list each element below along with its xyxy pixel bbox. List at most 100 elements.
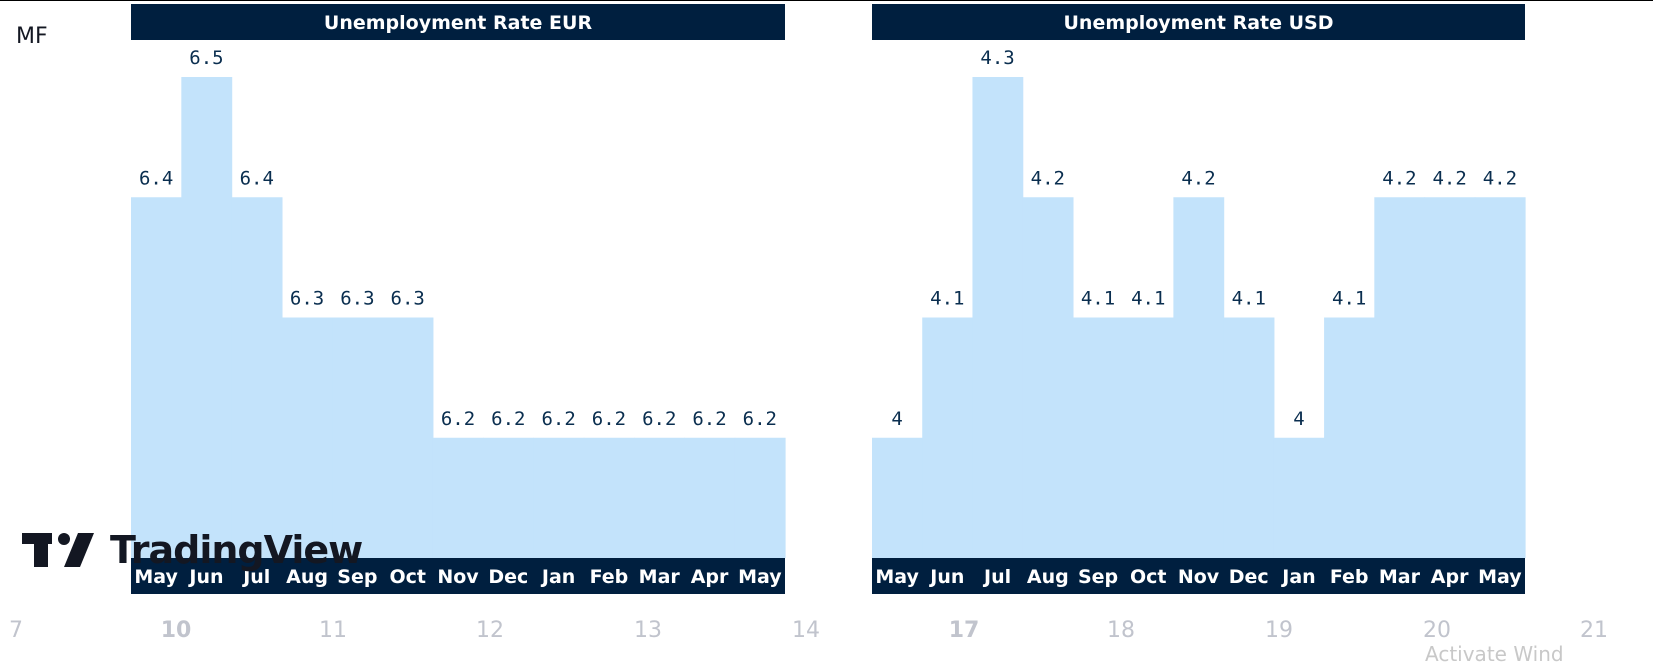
- month-label: Oct: [389, 566, 426, 588]
- data-label: 6.2: [441, 408, 475, 430]
- bar-mar-10: [1374, 197, 1426, 558]
- month-label: Dec: [1229, 566, 1269, 588]
- bar-jun-1: [181, 77, 233, 558]
- data-label: 4.1: [1332, 288, 1366, 310]
- symbol-label: MF: [16, 24, 48, 49]
- data-label: 4.2: [1181, 167, 1215, 189]
- month-label: Aug: [286, 566, 328, 588]
- bar-dec-7: [483, 437, 535, 558]
- bar-jul-2: [231, 197, 283, 558]
- month-label: Sep: [1078, 566, 1118, 588]
- data-label: 6.2: [642, 408, 676, 430]
- bar-nov-6: [432, 437, 484, 558]
- data-label: 6.2: [541, 408, 575, 430]
- time-axis-tick: 12: [476, 618, 504, 643]
- data-label: 6.2: [692, 408, 726, 430]
- month-label: Jul: [982, 566, 1011, 588]
- data-label: 4.1: [930, 288, 964, 310]
- time-axis-tick: 20: [1423, 618, 1451, 643]
- month-label: Aug: [1027, 566, 1069, 588]
- data-label: 6.3: [391, 288, 425, 310]
- bar-jul-2: [972, 77, 1024, 558]
- bar-jan-8: [1273, 437, 1325, 558]
- time-axis-tick: 17: [949, 618, 980, 643]
- time-axis-tick: 10: [161, 618, 192, 643]
- chart-title-bar: [872, 4, 1525, 40]
- tradingview-logo-text: TradingView: [110, 528, 363, 572]
- bar-apr-11: [684, 437, 736, 558]
- activation-watermark: Activate Wind: [1425, 642, 1564, 666]
- month-label: Jun: [187, 566, 223, 588]
- data-label: 4: [1293, 408, 1304, 430]
- data-label: 6.5: [189, 47, 223, 69]
- time-axis-tick: 21: [1580, 618, 1608, 643]
- month-label: May: [875, 566, 919, 588]
- chart-title: Unemployment Rate EUR: [324, 12, 593, 34]
- month-label: Mar: [1379, 566, 1421, 588]
- bar-dec-7: [1223, 317, 1275, 558]
- month-label: Feb: [1330, 566, 1369, 588]
- bar-sep-4: [332, 317, 384, 558]
- data-label: 6.2: [592, 408, 626, 430]
- chart-panel-2: Unemployment Rate USD 4 4.1 4.3 4.2 4.1 4.1 4.2…: [872, 4, 1526, 594]
- month-label: Mar: [639, 566, 681, 588]
- month-axis-bar: [131, 558, 785, 594]
- month-label: Jun: [928, 566, 964, 588]
- time-axis-tick: 14: [792, 618, 820, 643]
- bar-apr-11: [1424, 197, 1476, 558]
- month-label: May: [738, 566, 782, 588]
- data-label: 4.1: [1232, 288, 1266, 310]
- data-label: 4.2: [1432, 167, 1466, 189]
- data-label: 6.3: [340, 288, 374, 310]
- month-label: Dec: [488, 566, 528, 588]
- data-label: 6.4: [139, 167, 173, 189]
- bar-oct-5: [1123, 317, 1174, 558]
- bar-aug-3: [1022, 197, 1074, 558]
- chart-panels: Unemployment Rate EUR 6.4 6.5 6.4 6.3 6.3 6.3 6…: [131, 4, 1526, 594]
- month-label: Sep: [337, 566, 377, 588]
- bar-may-12: [734, 437, 786, 558]
- bar-may-12: [1474, 197, 1526, 558]
- data-label: 4.1: [1131, 288, 1165, 310]
- top-border: [0, 0, 1653, 1]
- data-label: 4.2: [1382, 167, 1416, 189]
- data-label: 4: [891, 408, 902, 430]
- month-label: Jan: [540, 566, 575, 588]
- bar-aug-3: [281, 317, 333, 558]
- time-axis-tick: 11: [319, 618, 347, 643]
- data-label: 6.4: [240, 167, 274, 189]
- bar-mar-10: [634, 437, 685, 558]
- tradingview-logo[interactable]: TradingView: [22, 528, 363, 572]
- month-label: Jul: [241, 566, 270, 588]
- data-label: 4.2: [1031, 167, 1065, 189]
- month-label: Nov: [437, 566, 479, 588]
- month-axis-bar: [872, 558, 1525, 594]
- chart-panel-1: Unemployment Rate EUR 6.4 6.5 6.4 6.3 6.3 6.3 6…: [131, 4, 786, 594]
- month-label: Jan: [1280, 566, 1315, 588]
- bar-nov-6: [1173, 197, 1225, 558]
- month-label: Nov: [1178, 566, 1220, 588]
- data-label: 4.3: [980, 47, 1014, 69]
- month-label: Apr: [691, 566, 729, 588]
- time-axis-tick: 13: [634, 618, 662, 643]
- data-label: 6.3: [290, 288, 324, 310]
- bar-jun-1: [922, 317, 974, 558]
- bar-may-0: [872, 437, 923, 558]
- data-label: 4.1: [1081, 288, 1115, 310]
- data-label: 4.2: [1483, 167, 1517, 189]
- month-label: Oct: [1130, 566, 1167, 588]
- bar-feb-9: [583, 437, 635, 558]
- bar-oct-5: [382, 317, 434, 558]
- time-axis-tick: 7: [9, 618, 23, 643]
- month-label: May: [134, 566, 178, 588]
- month-label: Apr: [1431, 566, 1469, 588]
- time-axis: 7 10 11 12 13 14 17 18 19 20 21: [9, 618, 1608, 643]
- data-label: 6.2: [743, 408, 777, 430]
- chart-title-bar: [131, 4, 785, 40]
- bar-jan-8: [533, 437, 585, 558]
- bar-feb-9: [1324, 317, 1375, 558]
- bar-sep-4: [1072, 317, 1124, 558]
- time-axis-tick: 19: [1265, 618, 1293, 643]
- time-axis-tick: 18: [1107, 618, 1135, 643]
